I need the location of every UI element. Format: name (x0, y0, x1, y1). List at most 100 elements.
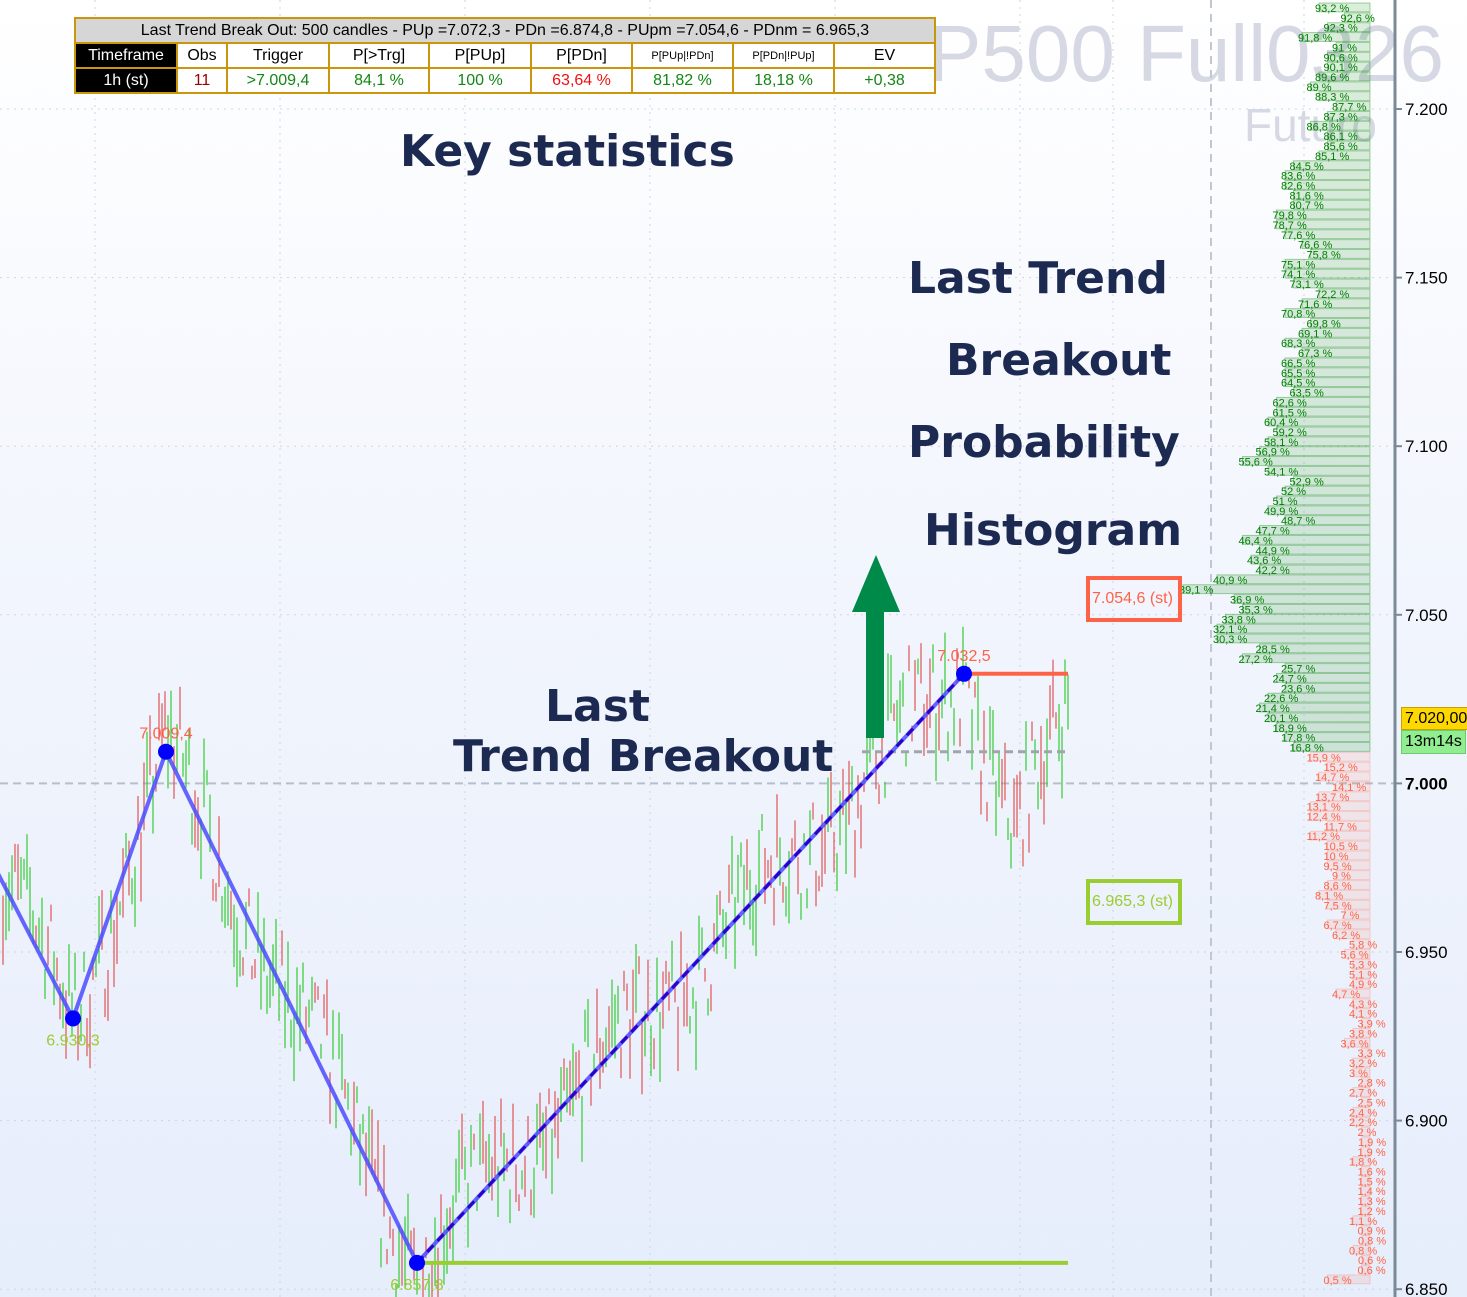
histogram-bar (1327, 51, 1371, 62)
histogram-bar (1259, 525, 1371, 535)
histogram-bar (1182, 584, 1371, 595)
header-ev: EV (833, 42, 936, 69)
histogram-label: 59,2 % (1273, 427, 1307, 439)
price-axis-label: 7.000 (1405, 774, 1448, 793)
histogram-bar (1267, 416, 1371, 427)
histogram-label: 5,3 % (1349, 959, 1377, 971)
histogram-bar (1352, 1106, 1371, 1117)
histogram-label: 2 % (1358, 1127, 1377, 1139)
last-breakout-line-1: Last (545, 681, 650, 732)
histogram-label: 2,7 % (1349, 1088, 1377, 1100)
histogram-label: 6,2 % (1332, 930, 1360, 942)
histogram-bar (1250, 554, 1371, 565)
histogram-bar (1327, 899, 1371, 910)
pivot-point (158, 743, 174, 760)
histogram-label: 87,7 % (1332, 102, 1366, 114)
histogram-label: 1,3 % (1358, 1196, 1386, 1208)
histogram-bar (1318, 791, 1371, 802)
histogram-label: 6,7 % (1324, 920, 1352, 932)
histogram-bar (1284, 732, 1371, 743)
histogram-label: 4,3 % (1349, 999, 1377, 1011)
histogram-label: 25,7 % (1281, 664, 1315, 676)
histogram-bar (1344, 949, 1371, 959)
last-breakout-line-2: Trend Breakout (453, 731, 834, 782)
histogram-bar (1293, 387, 1371, 397)
histogram-label: 14,7 % (1315, 772, 1349, 784)
histogram-label: 89,6 % (1315, 72, 1349, 84)
histogram-bar (1276, 426, 1371, 437)
histogram-label: 36,9 % (1230, 595, 1264, 607)
histogram-label: 80,7 % (1290, 200, 1324, 212)
pivot-label: 7.032,5 (937, 648, 990, 665)
histogram-label: 66,5 % (1281, 358, 1315, 370)
histogram-label: 48,7 % (1281, 516, 1315, 528)
histogram-bar (1352, 1215, 1371, 1226)
histogram-label: 63,5 % (1290, 388, 1324, 400)
histogram-bar (1327, 110, 1371, 121)
cell-p-trg: 84,1 % (328, 67, 430, 94)
histogram-bar (1352, 1087, 1371, 1097)
histogram-bar (1259, 643, 1371, 654)
histogram-label: 55,6 % (1239, 457, 1273, 469)
histogram-label: 15,2 % (1324, 762, 1358, 774)
histogram-label: 52,9 % (1290, 476, 1324, 488)
cell-ev: +0,38 (833, 67, 936, 94)
histogram-label: 21,4 % (1256, 703, 1290, 715)
histogram-label: 58,1 % (1264, 437, 1298, 449)
histogram-label: 43,6 % (1247, 555, 1281, 567)
histogram-label: 12,4 % (1307, 812, 1341, 824)
cell-obs: 11 (176, 67, 228, 94)
pivot-point (409, 1254, 425, 1271)
header-trigger: Trigger (226, 42, 330, 69)
histogram-bar (1225, 613, 1371, 624)
histogram-label: 92,6 % (1341, 13, 1375, 25)
histogram-label: 7,5 % (1324, 900, 1352, 912)
histogram-bar (1216, 574, 1371, 585)
histogram-bar (1310, 81, 1371, 92)
cell-p-pdn: 63,64 % (530, 67, 633, 94)
histogram-label: 85,1 % (1315, 151, 1349, 163)
histogram-bar (1284, 268, 1371, 279)
histogram-label: 3,9 % (1358, 1019, 1386, 1031)
histogram-label: 4,7 % (1332, 989, 1360, 1001)
histogram-label: 1,4 % (1358, 1186, 1386, 1198)
candle-timer-tag: 13m14s (1401, 730, 1466, 754)
histogram-label: 39,1 % (1179, 585, 1213, 597)
histogram-label: 2,8 % (1358, 1078, 1386, 1090)
histogram-label: 72,2 % (1315, 289, 1349, 301)
histogram-label: 92,3 % (1324, 23, 1358, 35)
histogram-label: 86,8 % (1307, 121, 1341, 133)
histogram-bar (1267, 465, 1371, 476)
histogram-bar (1259, 544, 1371, 555)
header-obs: Obs (176, 42, 228, 69)
histogram-bar (1335, 988, 1371, 999)
histogram-label: 69,8 % (1307, 319, 1341, 331)
histogram-bar (1242, 653, 1371, 664)
histogram-label: 10,5 % (1324, 841, 1358, 853)
price-axis-label: 6.850 (1405, 1280, 1448, 1297)
histogram-label: 5,8 % (1349, 940, 1377, 952)
histogram-label: 1,5 % (1358, 1176, 1386, 1188)
histogram-label: 65,5 % (1281, 368, 1315, 380)
histogram-label: 11,7 % (1324, 821, 1358, 833)
histogram-label: 22,6 % (1264, 693, 1298, 705)
histogram-label: 0,6 % (1358, 1255, 1386, 1267)
histogram-label: 77,6 % (1281, 230, 1315, 242)
histogram-label: 1,6 % (1358, 1166, 1386, 1178)
histogram-label: 61,5 % (1273, 407, 1307, 419)
histogram-bar (1327, 61, 1371, 72)
header-timeframe: Timeframe (74, 42, 178, 69)
histogram-bar (1352, 968, 1371, 979)
histogram-label: 16,8 % (1290, 743, 1324, 755)
histogram-bar (1352, 1057, 1371, 1068)
histogram-label: 3 % (1349, 1068, 1368, 1080)
histogram-bar (1361, 1126, 1371, 1137)
cell-p-pup: 100 % (428, 67, 532, 94)
histogram-bar (1352, 958, 1371, 969)
histogram-label: 8,1 % (1315, 890, 1343, 902)
key-statistics-label: Key statistics (400, 126, 735, 177)
header-p-pup: P[PUp] (428, 42, 532, 69)
histogram-title-line-2: Breakout (946, 335, 1172, 386)
histogram-bar (1361, 1047, 1371, 1058)
